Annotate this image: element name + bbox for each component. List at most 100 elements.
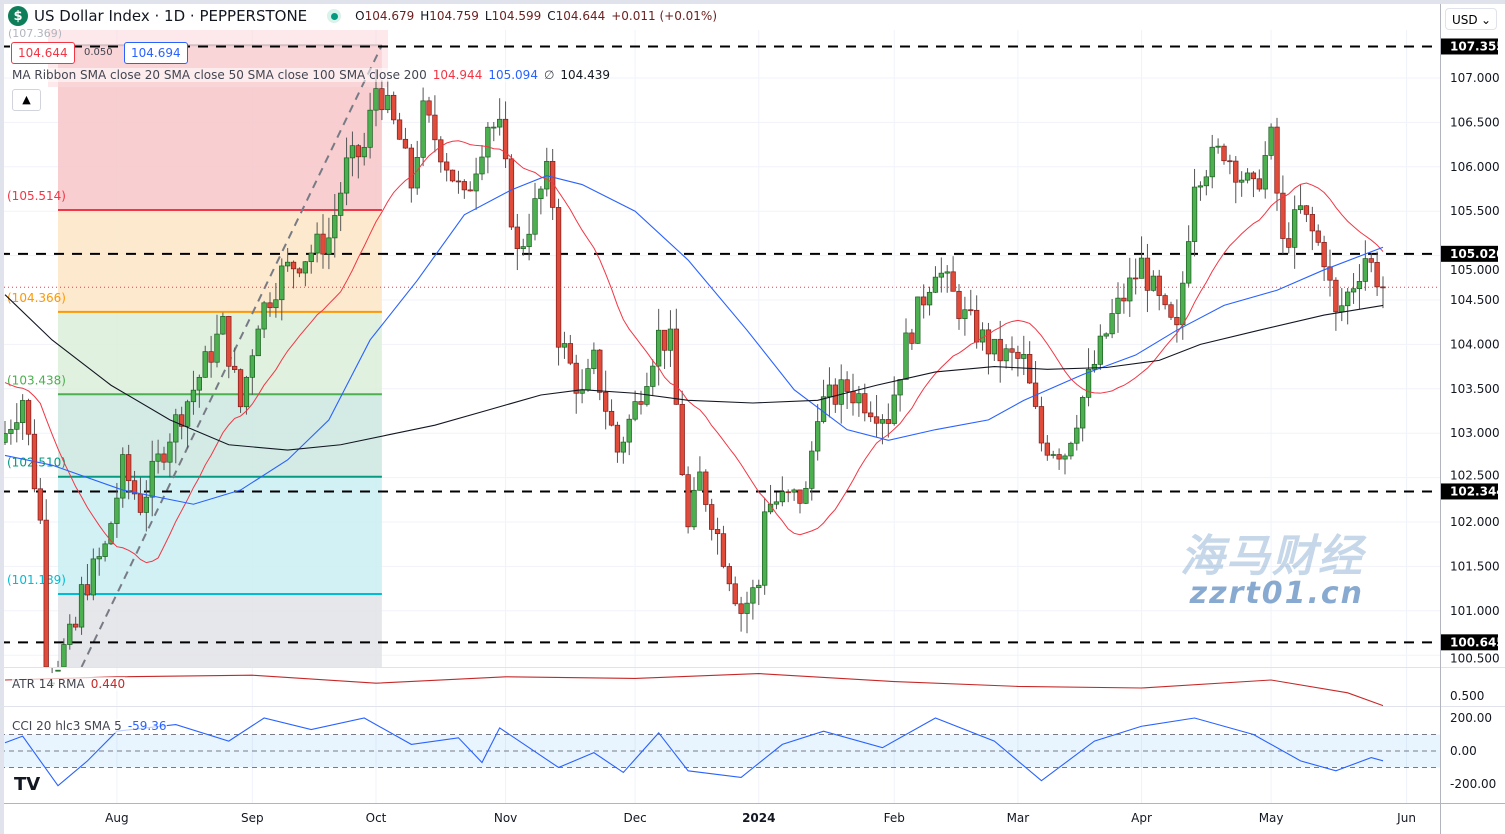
candle bbox=[161, 453, 167, 463]
candle bbox=[343, 157, 350, 194]
candle bbox=[697, 471, 703, 491]
x-tick-label: Mar bbox=[1007, 811, 1030, 825]
cci-line bbox=[4, 717, 1384, 787]
fib-zone bbox=[58, 209, 382, 312]
candle bbox=[143, 496, 149, 513]
candle bbox=[1109, 313, 1115, 335]
candle bbox=[1309, 214, 1315, 232]
candle bbox=[703, 471, 709, 505]
candle bbox=[909, 332, 915, 344]
candle bbox=[1250, 172, 1257, 180]
candle bbox=[1015, 351, 1021, 359]
sma50-line bbox=[4, 175, 1384, 505]
y-tick-label: 102.500 bbox=[1450, 468, 1500, 482]
candle bbox=[196, 376, 202, 391]
candle bbox=[714, 529, 721, 535]
candle bbox=[202, 351, 208, 378]
price-label-bg bbox=[1440, 483, 1498, 500]
candle bbox=[1321, 241, 1327, 268]
fib-zone bbox=[58, 311, 382, 395]
candle bbox=[502, 118, 509, 160]
candle bbox=[1115, 297, 1121, 314]
candle bbox=[791, 489, 797, 493]
fib-trend-line bbox=[80, 44, 383, 668]
fib-level-label: (101.189) bbox=[7, 573, 66, 587]
candles bbox=[2, 69, 1386, 685]
candle bbox=[120, 454, 126, 499]
candle bbox=[290, 261, 297, 270]
candle bbox=[1315, 230, 1321, 243]
candle bbox=[873, 416, 880, 424]
x-tick-label: Nov bbox=[494, 811, 517, 825]
dollar-circle-icon: $ bbox=[8, 6, 28, 26]
candle bbox=[96, 556, 102, 560]
candle bbox=[1227, 160, 1233, 163]
candle bbox=[1345, 291, 1351, 307]
candle bbox=[738, 603, 744, 614]
candle bbox=[1009, 348, 1015, 353]
candle bbox=[308, 252, 314, 263]
candle bbox=[1038, 406, 1045, 444]
candle bbox=[37, 488, 43, 521]
candle bbox=[691, 489, 697, 528]
candle bbox=[249, 355, 255, 378]
candle bbox=[1350, 288, 1357, 293]
candle bbox=[1268, 126, 1274, 156]
candle bbox=[214, 333, 220, 363]
candle bbox=[685, 474, 691, 528]
candle bbox=[408, 147, 414, 189]
fib-level-label: (103.438) bbox=[7, 373, 66, 387]
candle bbox=[90, 558, 96, 596]
price-axis-border bbox=[1440, 0, 1441, 834]
candle bbox=[921, 296, 927, 306]
currency-select[interactable]: USD ⌄ bbox=[1445, 8, 1497, 30]
candle bbox=[591, 349, 597, 369]
candle bbox=[815, 421, 821, 452]
ma-ribbon-legend[interactable]: MA Ribbon SMA close 20 SMA close 50 SMA … bbox=[12, 68, 611, 82]
candle bbox=[237, 369, 244, 408]
cci-legend[interactable]: CCI 20 hlc3 SMA 5 -59.36 bbox=[12, 719, 167, 733]
candle bbox=[267, 302, 273, 309]
candle bbox=[314, 233, 320, 254]
candle bbox=[1362, 258, 1368, 282]
fib-zone bbox=[58, 594, 382, 667]
candle bbox=[444, 161, 450, 171]
candle bbox=[1368, 258, 1374, 263]
candle bbox=[1097, 335, 1103, 365]
chart-header: $ US Dollar Index · 1D · PEPPERSTONE O10… bbox=[8, 6, 717, 26]
candle bbox=[1262, 155, 1268, 190]
candle bbox=[349, 145, 356, 159]
candle bbox=[167, 441, 173, 463]
candle bbox=[426, 100, 432, 116]
candle bbox=[1162, 295, 1168, 306]
candle bbox=[391, 94, 397, 121]
candle bbox=[25, 400, 32, 435]
candle bbox=[508, 158, 515, 228]
candle bbox=[137, 493, 144, 513]
tradingview-logo[interactable]: TV bbox=[14, 774, 41, 795]
candle bbox=[14, 422, 20, 430]
horizontal-level-label: 107.355 bbox=[1450, 39, 1505, 53]
x-tick-label: Oct bbox=[366, 811, 387, 825]
candle bbox=[1333, 279, 1339, 313]
y-tick-label: 105.500 bbox=[1450, 204, 1500, 218]
candle bbox=[279, 265, 285, 301]
candle bbox=[520, 246, 526, 249]
candle bbox=[573, 362, 579, 394]
symbol-title[interactable]: US Dollar Index · 1D · PEPPERSTONE bbox=[34, 7, 308, 25]
candle bbox=[1203, 176, 1209, 187]
candle bbox=[797, 489, 803, 504]
atr-legend[interactable]: ATR 14 RMA 0.440 bbox=[12, 677, 126, 691]
candle bbox=[809, 450, 815, 489]
candle bbox=[709, 504, 715, 530]
collapse-legend-button[interactable]: ▲ bbox=[12, 89, 41, 111]
candle bbox=[232, 365, 238, 370]
candle bbox=[226, 316, 232, 367]
candle bbox=[585, 368, 591, 391]
candle bbox=[131, 480, 138, 495]
candle bbox=[1021, 354, 1027, 359]
candle bbox=[979, 329, 986, 343]
candle bbox=[473, 173, 479, 192]
candle bbox=[950, 271, 956, 292]
